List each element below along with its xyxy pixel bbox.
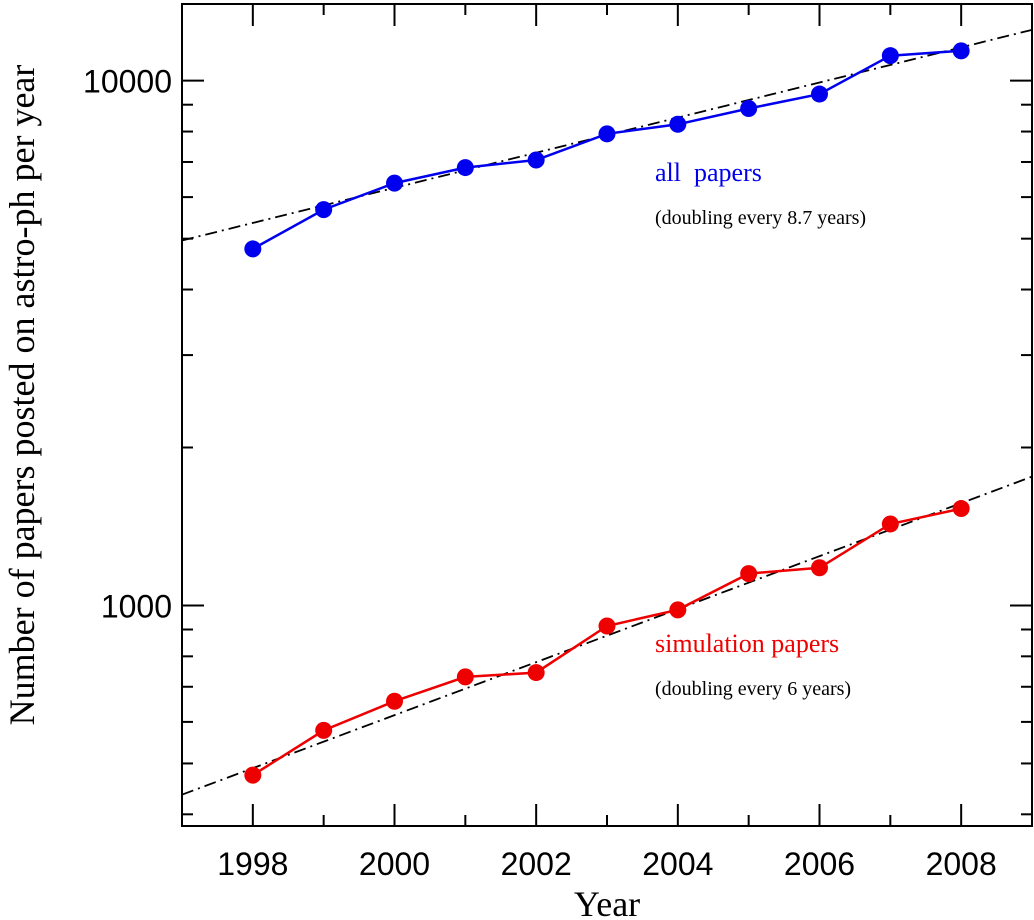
data-point — [669, 601, 687, 619]
data-point — [598, 617, 616, 635]
data-point — [881, 47, 899, 65]
x-tick-label: 1998 — [217, 846, 288, 882]
y-axis-label: Number of papers posted on astro-ph per … — [2, 65, 42, 726]
x-tick-label: 2000 — [359, 846, 430, 882]
x-tick-label: 2006 — [784, 846, 855, 882]
data-point — [740, 565, 758, 583]
data-series — [244, 42, 970, 784]
fit-line-1 — [181, 475, 1033, 796]
x-tick-label: 2004 — [642, 846, 713, 882]
series-note-simulation-papers: (doubling every 6 years) — [655, 678, 851, 700]
data-point — [244, 240, 262, 258]
data-point — [386, 692, 403, 710]
series-label-all-papers: all papers — [655, 158, 762, 187]
data-point — [244, 766, 262, 784]
data-point — [669, 115, 687, 133]
data-point — [315, 201, 333, 219]
series-label-simulation-papers: simulation papers — [655, 629, 839, 658]
data-point — [952, 42, 970, 60]
data-point — [456, 668, 474, 686]
y-tick-label: 10000 — [83, 64, 172, 100]
series-line-1 — [252, 507, 962, 777]
x-tick-label: 2002 — [501, 846, 572, 882]
x-axis-label: Year — [574, 884, 640, 920]
series-note-all-papers: (doubling every 8.7 years) — [655, 207, 866, 229]
data-point — [315, 721, 333, 739]
data-point — [598, 125, 616, 143]
fit-lines — [181, 28, 1033, 796]
data-point — [386, 174, 403, 192]
data-point — [881, 515, 899, 533]
data-point — [952, 500, 970, 518]
y-tick-label: 1000 — [101, 588, 172, 624]
data-point — [811, 559, 828, 577]
ticks — [181, 4, 1033, 826]
data-point — [527, 664, 545, 682]
tick-labels: 1998 2000 2002 2004 2006 2008 1000 10000 — [83, 64, 997, 882]
data-point — [527, 151, 545, 169]
data-point — [456, 159, 474, 177]
data-point — [740, 100, 758, 118]
x-tick-label: 2008 — [926, 846, 997, 882]
data-point — [811, 85, 828, 103]
